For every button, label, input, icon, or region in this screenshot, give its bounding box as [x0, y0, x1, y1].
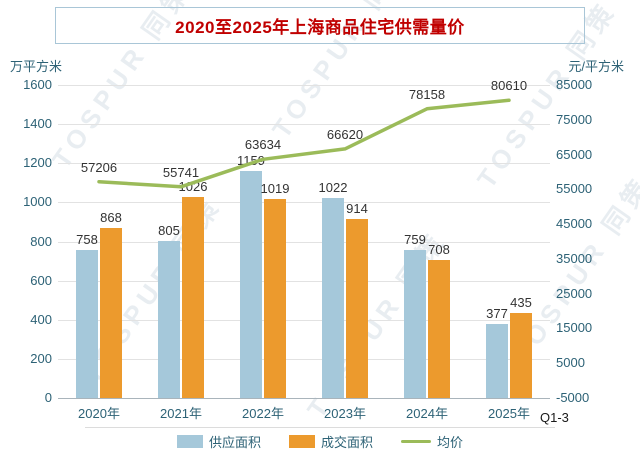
line-value-label: 78158: [408, 86, 446, 102]
left-axis-tick: 400: [30, 311, 52, 327]
x-axis-category: 2024年: [406, 406, 448, 421]
legend-item-成交面积: 成交面积: [288, 432, 373, 451]
right-axis-tick: 65000: [556, 146, 593, 162]
left-axis-tick: 1000: [23, 194, 52, 210]
chart-title: 2020至2025年上海商品住宅供需量价: [55, 7, 585, 44]
right-axis-tick: 15000: [556, 320, 593, 336]
gridline: [58, 319, 550, 321]
legend-bar-swatch: [176, 435, 203, 448]
x-axis-category: 2021年: [160, 406, 202, 421]
line-series-layer: [97, 98, 511, 189]
legend-item-均价: 均价: [401, 432, 463, 451]
right-axis-unit-label: 元/平方米: [568, 59, 624, 74]
bar-供应面积: [486, 324, 508, 398]
left-axis-tick: 1200: [23, 155, 52, 171]
gridline: [58, 124, 550, 126]
legend-label: 均价: [437, 435, 464, 450]
line-value-label: 66620: [326, 126, 364, 142]
gridline: [58, 85, 550, 86]
right-axis-tick: 55000: [556, 181, 593, 197]
line-value-label: 55741: [162, 164, 200, 180]
gridline: [58, 398, 550, 399]
right-axis-tick: 25000: [556, 285, 593, 301]
bar-成交面积: [510, 312, 532, 398]
bar-成交面积: [182, 197, 204, 398]
bar-成交面积: [428, 259, 450, 398]
bar-value-label: 377: [486, 306, 508, 322]
left-axis-unit-label: 万平方米: [10, 59, 63, 74]
x-axis-category: 2025年: [488, 406, 530, 421]
bar-成交面积: [100, 228, 122, 398]
bar-value-label: 1022: [318, 180, 348, 196]
bar-value-label: 758: [76, 231, 98, 247]
bar-value-label: 1026: [178, 179, 208, 195]
left-axis-tick: 600: [30, 272, 52, 288]
gridline: [58, 280, 550, 282]
bar-value-label: 868: [100, 210, 122, 226]
right-axis-tick: 35000: [556, 250, 593, 266]
left-axis-tick: 200: [30, 350, 52, 366]
bar-value-label: 805: [158, 222, 180, 238]
legend-item-供应面积: 供应面积: [176, 432, 261, 451]
left-axis-tick: 800: [30, 233, 52, 249]
line-value-label: 57206: [80, 159, 118, 175]
line-value-label: 63634: [244, 137, 282, 153]
bar-供应面积: [158, 240, 180, 398]
gridline: [58, 202, 550, 204]
left-axis-tick: 1600: [23, 77, 52, 92]
bar-供应面积: [240, 171, 262, 398]
bar-value-label: 759: [404, 231, 426, 247]
gridline: [58, 358, 550, 360]
avg-price-line: [97, 98, 511, 189]
bar-供应面积: [76, 249, 98, 398]
left-axis-tick: 0: [44, 390, 52, 405]
x-axis-category: 2023年: [324, 406, 366, 421]
line-value-label: 80610: [490, 78, 528, 94]
x-axis-category: 2020年: [78, 406, 120, 421]
bar-成交面积: [264, 198, 286, 398]
bar-value-label: 914: [346, 201, 368, 217]
x-axis-annotation: Q1-3: [540, 410, 569, 425]
gridline: [58, 241, 550, 243]
legend: 供应面积 成交面积 均价: [0, 432, 640, 451]
bar-value-label: 435: [510, 294, 532, 310]
legend-separator: [85, 427, 555, 428]
bar-value-label: 708: [428, 241, 450, 257]
right-axis-tick: 85000: [556, 77, 593, 92]
bar-成交面积: [346, 219, 368, 398]
legend-line-swatch: [401, 440, 431, 443]
plot-area: 758 805 1159 1022 759 377 868 1026 1019 914 708 435…: [58, 79, 550, 399]
legend-label: 成交面积: [320, 435, 373, 450]
right-axis-tick: 75000: [556, 111, 593, 127]
right-axis-tick: 45000: [556, 216, 593, 232]
right-axis-tick: 5000: [556, 355, 585, 371]
legend-label: 供应面积: [208, 435, 261, 450]
x-axis-category: 2022年: [242, 406, 284, 421]
bar-供应面积: [322, 198, 344, 398]
legend-bar-swatch: [288, 435, 315, 448]
bar-供应面积: [404, 249, 426, 398]
left-axis-tick: 1400: [23, 116, 52, 132]
right-axis-tick: -5000: [556, 390, 590, 405]
bar-value-label: 1019: [260, 180, 290, 196]
gridline: [58, 163, 550, 165]
